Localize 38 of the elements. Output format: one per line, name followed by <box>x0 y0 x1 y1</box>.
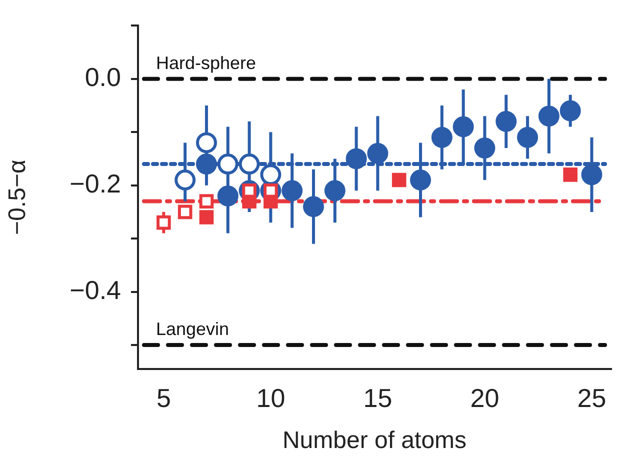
point <box>452 116 474 138</box>
point <box>174 169 196 190</box>
point <box>199 194 214 208</box>
point <box>392 172 406 188</box>
x-axis-title: Number of atoms <box>282 427 467 454</box>
point <box>217 154 238 175</box>
x-tick-label: 15 <box>363 382 392 413</box>
point <box>324 180 346 202</box>
point <box>156 215 171 230</box>
x-tick-label: 5 <box>156 382 171 413</box>
point <box>474 138 496 159</box>
x-tick-label: 20 <box>470 382 500 413</box>
y-tick-label: 0.0 <box>84 62 121 92</box>
point <box>560 100 581 122</box>
y-axis-title: −0.5−α <box>4 160 32 235</box>
x-tick-label: 10 <box>256 382 286 413</box>
point <box>581 164 602 186</box>
point <box>282 180 303 202</box>
point <box>196 154 217 175</box>
point <box>410 169 432 190</box>
y-tick-label: −0.4 <box>70 274 121 305</box>
point <box>496 110 517 132</box>
y-tick-label: −0.2 <box>70 168 121 198</box>
ref-line-label: Hard-sphere <box>156 52 256 73</box>
point <box>538 106 560 127</box>
point <box>199 210 214 224</box>
point <box>517 126 538 148</box>
ref-line-label: Langevin <box>156 319 230 340</box>
point <box>346 148 367 170</box>
point <box>196 132 217 154</box>
point <box>178 204 192 220</box>
point <box>431 126 452 148</box>
x-tick-label: 25 <box>577 382 606 413</box>
point <box>563 168 578 182</box>
point <box>303 196 324 218</box>
point <box>367 142 388 164</box>
point <box>238 154 260 175</box>
point <box>217 185 238 206</box>
